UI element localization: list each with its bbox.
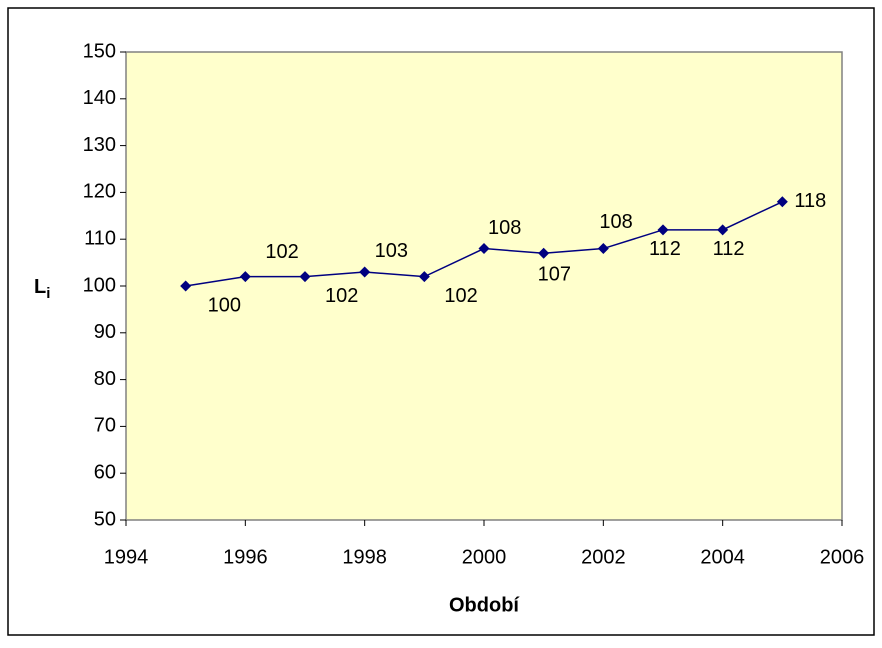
y-tick-label: 110	[84, 227, 116, 249]
data-label: 108	[599, 211, 632, 233]
data-label: 118	[794, 190, 826, 212]
marker	[418, 271, 430, 283]
marker	[538, 247, 550, 259]
y-tick-label: 150	[83, 40, 116, 62]
marker	[299, 271, 311, 283]
x-tick-label: 1994	[104, 546, 149, 568]
y-tick-label: 70	[94, 415, 116, 437]
y-tick-label: 50	[94, 508, 116, 530]
y-tick-label: 140	[83, 87, 116, 109]
marker	[657, 224, 669, 236]
data-label: 108	[488, 217, 521, 239]
y-axis-label-main: L	[34, 276, 46, 298]
data-label: 102	[265, 241, 298, 263]
x-tick-label: 2002	[581, 546, 626, 568]
x-tick-label: 2004	[700, 546, 745, 568]
x-tick-label: 1998	[342, 546, 387, 568]
marker	[180, 280, 192, 292]
data-label: 100	[208, 294, 241, 316]
marker	[239, 271, 251, 283]
marker	[478, 243, 490, 255]
x-tick-label: 2000	[462, 546, 507, 568]
y-tick-label: 90	[94, 321, 116, 343]
y-tick-label: 120	[83, 181, 116, 203]
data-label: 112	[713, 238, 745, 260]
data-label: 112	[649, 238, 681, 260]
data-label: 102	[325, 285, 358, 307]
marker	[776, 196, 788, 208]
y-tick-label: 60	[94, 461, 116, 483]
data-label: 102	[444, 285, 477, 307]
x-tick-label: 1996	[223, 546, 268, 568]
y-tick-label: 100	[83, 274, 116, 296]
data-label: 107	[538, 264, 571, 286]
marker	[717, 224, 729, 236]
y-axis-label-sub: i	[46, 285, 50, 302]
data-label: 103	[375, 240, 408, 262]
marker	[359, 266, 371, 278]
x-axis-label: Období	[449, 594, 520, 616]
plot-area	[125, 51, 843, 521]
y-tick-label: 80	[94, 368, 116, 390]
x-tick-label: 2006	[820, 546, 865, 568]
y-axis-label: Li	[34, 276, 50, 302]
marker	[597, 243, 609, 255]
y-tick-label: 130	[83, 134, 116, 156]
